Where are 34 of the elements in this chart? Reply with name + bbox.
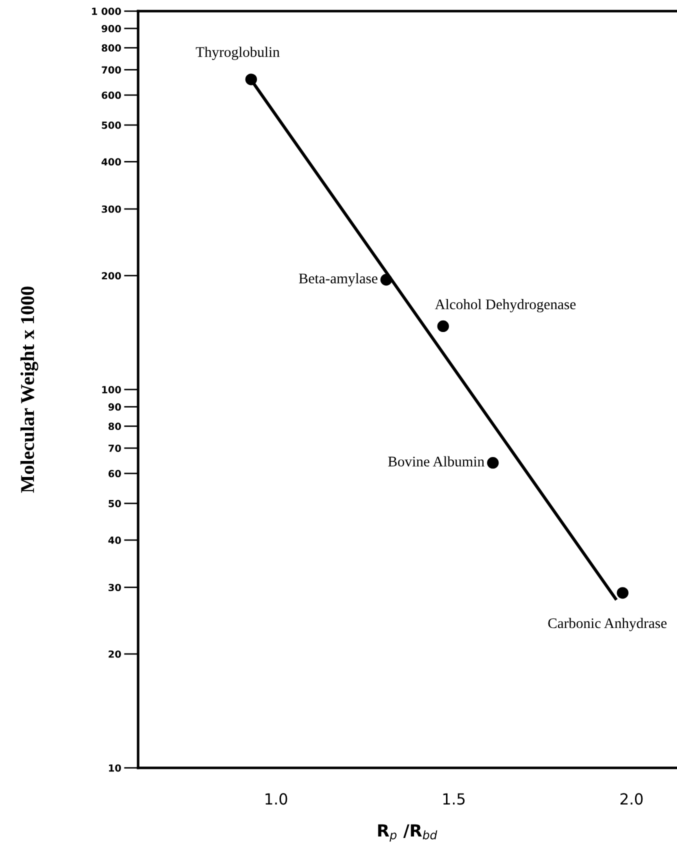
y-tick-label: 90 xyxy=(108,403,121,411)
y-tick-label: 1 000 xyxy=(92,8,121,15)
y-tick-label: 500 xyxy=(102,122,121,129)
point xyxy=(245,74,257,86)
y-axis-title: Molecular Weight x 1000 xyxy=(20,286,38,493)
y-tick-label: 60 xyxy=(108,470,121,478)
annotation: Thyroglobulin xyxy=(196,46,280,60)
y-tick-label: 20 xyxy=(108,650,121,658)
y-tick-label: 30 xyxy=(108,584,121,592)
x-axis-title: R$_{p}$ /R$_{bd}$ xyxy=(378,824,438,842)
y-tick-label: 400 xyxy=(102,158,121,166)
point xyxy=(437,320,449,332)
y-tick-label: 70 xyxy=(108,444,121,452)
y-tick-label: 50 xyxy=(108,500,121,508)
annotation: Beta-amylase xyxy=(298,273,378,286)
point xyxy=(487,456,499,469)
y-tick-label: 700 xyxy=(102,66,121,74)
annotation: Bovine Albumin xyxy=(388,456,484,466)
y-tick-label: 100 xyxy=(102,386,121,394)
y-tick-label: 200 xyxy=(102,272,121,280)
x-tick-label: 1.5 xyxy=(443,793,465,805)
y-tick-label: 800 xyxy=(102,44,121,52)
point xyxy=(616,587,628,599)
annotation: Carbonic Anhydrase xyxy=(548,618,667,632)
point xyxy=(380,274,392,286)
y-tick-label: 40 xyxy=(108,536,121,544)
y-tick-label: 900 xyxy=(102,24,121,32)
y-tick-label: 600 xyxy=(102,92,121,99)
x-tick-label: 1.0 xyxy=(266,793,288,805)
y-tick-label: 300 xyxy=(102,205,121,213)
y-tick-label: 10 xyxy=(109,764,121,772)
annotation: Alcohol Dehydrogenase xyxy=(434,299,576,312)
x-tick-label: 2.0 xyxy=(620,793,643,805)
y-tick-label: 80 xyxy=(108,422,121,430)
